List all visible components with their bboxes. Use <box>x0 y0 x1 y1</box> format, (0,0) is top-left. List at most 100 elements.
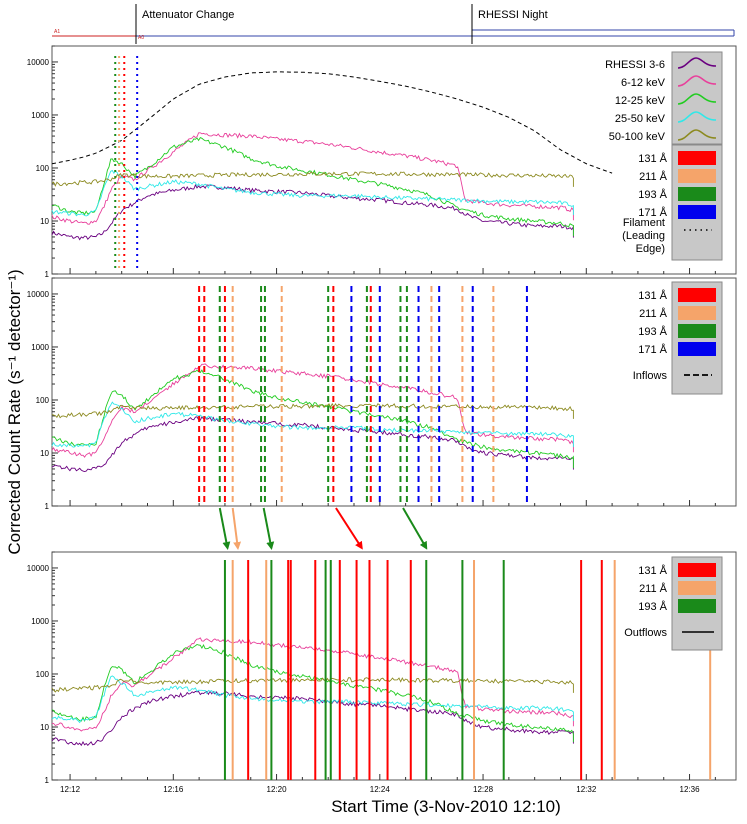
legend-p3-outflows-label: Outflows <box>624 627 667 639</box>
series-50-100-kev <box>51 677 574 693</box>
legend-p2-inflows-label: Inflows <box>633 370 668 382</box>
legend-p1-label-131: 131 Å <box>638 152 667 165</box>
legend-rhessi-label-0: RHESSI 3-6 <box>605 59 665 71</box>
axes: 1 10 100 1000 10000 1 10 100 1000 10000 1 10 100 1000… <box>27 45 716 794</box>
connector-arrow-1 <box>231 507 242 550</box>
legend-p2-label-211: 211 Å <box>639 307 668 320</box>
x-axis-title: Start Time (3-Nov-2010 12:10) <box>331 797 561 816</box>
legend-rhessi-wiggles <box>677 57 717 141</box>
x-tick-label: 12:28 <box>473 785 494 794</box>
y-tick-label: 1000 <box>31 343 49 352</box>
x-tick-label: 12:32 <box>576 785 597 794</box>
legend-panel-3: 131 Å 211 Å 193 Å Outflows <box>624 556 723 651</box>
top-event-bar: A1 A0 Attenuator Change RHESSI Night <box>52 4 735 44</box>
legend-p1-swatch-211 <box>678 169 716 183</box>
y-tick-label: 1 <box>45 776 50 785</box>
panel-3-curves <box>51 637 574 747</box>
legend-p1-swatch-193 <box>678 187 716 201</box>
legend-rhessi-wiggle-2 <box>677 93 717 105</box>
y-tick-label: 10 <box>40 217 49 226</box>
legend-p3-swatch-193 <box>678 599 716 613</box>
legend-rhessi-label-1: 6-12 keV <box>621 77 666 89</box>
series-6-12-kev <box>51 363 574 458</box>
x-tick-label: 12:20 <box>267 785 288 794</box>
panel-2-curves <box>51 363 574 472</box>
series-12-25-kev <box>51 643 574 743</box>
legend-p1-label-211: 211 Å <box>639 170 668 183</box>
panel-1-frame <box>51 45 737 275</box>
y-tick-label: 10 <box>40 723 49 732</box>
legend-p1-swatch-131 <box>678 151 716 165</box>
event-label-attenuator-change: Attenuator Change <box>142 9 234 21</box>
connector-arrows <box>218 507 428 550</box>
legend-p2-label-131: 131 Å <box>638 289 667 302</box>
y-tick-label: 100 <box>36 164 50 173</box>
legend-p3-label-131: 131 Å <box>638 564 667 577</box>
y-tick-label: 10000 <box>27 290 50 299</box>
event-label-rhessi-night: RHESSI Night <box>478 9 548 21</box>
legend-p2-swatch-211 <box>678 306 716 320</box>
legend-rhessi: RHESSI 3-6 6-12 keV 12-25 keV 25-50 keV … <box>605 51 723 145</box>
x-tick-label: 12:12 <box>60 785 81 794</box>
legend-p3-label-193: 193 Å <box>638 600 667 613</box>
connector-arrow-3 <box>335 507 363 550</box>
series-3-6 <box>51 415 574 472</box>
legend-p1-filament-label: Filament (Leading Edge) <box>622 217 665 255</box>
legend-p3-swatch-131 <box>678 563 716 577</box>
series-3-6 <box>51 183 574 241</box>
legend-rhessi-wiggle-1 <box>677 75 717 87</box>
y-tick-label: 1000 <box>31 617 49 626</box>
series-6-12-kev <box>51 637 574 732</box>
legend-rhessi-label-3: 25-50 keV <box>615 113 666 125</box>
y-tick-label: 100 <box>36 670 50 679</box>
y-tick-label: 10000 <box>27 564 50 573</box>
legend-rhessi-wiggle-4 <box>677 129 717 141</box>
top-bar-tiny-label-left: A1 <box>54 29 60 35</box>
legend-panel-2: 131 Å 211 Å 193 Å 171 Å Inflows <box>633 281 723 395</box>
series-12-25-kev <box>51 369 574 469</box>
legend-p2-swatch-171 <box>678 342 716 356</box>
series-25-50-kev <box>51 169 574 217</box>
legend-p2-swatch-193 <box>678 324 716 338</box>
connector-arrow-4 <box>402 507 428 550</box>
legend-p1-swatch-171 <box>678 205 716 219</box>
filament-dashed-curve <box>51 71 613 174</box>
legend-p3-swatch-211 <box>678 581 716 595</box>
series-25-50-kev <box>51 675 574 724</box>
y-tick-label: 10 <box>40 449 49 458</box>
series-25-50-kev <box>51 401 574 448</box>
x-tick-label: 12:36 <box>680 785 701 794</box>
panel-2-inflow-markers <box>198 286 528 506</box>
panel-2-frame <box>51 277 737 507</box>
y-tick-label: 10000 <box>27 58 50 67</box>
panel-3-outflow-markers <box>223 560 712 780</box>
legend-rhessi-label-2: 12-25 keV <box>615 95 666 107</box>
connector-arrow-2 <box>262 507 275 550</box>
legend-rhessi-label-4: 50-100 keV <box>609 131 666 143</box>
y-tick-label: 1 <box>45 502 50 511</box>
legend-p1-label-193: 193 Å <box>638 188 667 201</box>
series-6-12-kev <box>51 132 574 225</box>
legend-panel-1-wavelengths: 131 Å 211 Å 193 Å 171 Å Filament (Leading… <box>622 144 723 261</box>
series-3-6 <box>51 690 574 747</box>
connector-arrow-0 <box>218 507 231 550</box>
legend-p2-swatch-131 <box>678 288 716 302</box>
legend-p3-label-211: 211 Å <box>639 582 668 595</box>
y-tick-label: 1 <box>45 270 50 279</box>
panel-1-filament-markers <box>114 56 139 268</box>
series-50-100-kev <box>51 171 574 187</box>
series-50-100-kev <box>51 402 574 419</box>
x-tick-label: 12:24 <box>370 785 391 794</box>
y-tick-label: 1000 <box>31 111 49 120</box>
panel-1-curves <box>51 71 613 241</box>
legend-p2-label-171: 171 Å <box>638 343 667 356</box>
legend-rhessi-wiggle-0 <box>677 57 717 69</box>
top-bar-tiny-label-mid: A0 <box>138 35 144 41</box>
legend-rhessi-wiggle-3 <box>677 111 717 123</box>
x-tick-label: 12:16 <box>163 785 184 794</box>
legend-p2-label-193: 193 Å <box>638 325 667 338</box>
legend-p1-label-171: 171 Å <box>638 206 667 219</box>
panel-3-frame <box>51 551 737 781</box>
y-axis-title: Corrected Count Rate (s⁻¹ detector⁻¹) <box>5 269 24 554</box>
